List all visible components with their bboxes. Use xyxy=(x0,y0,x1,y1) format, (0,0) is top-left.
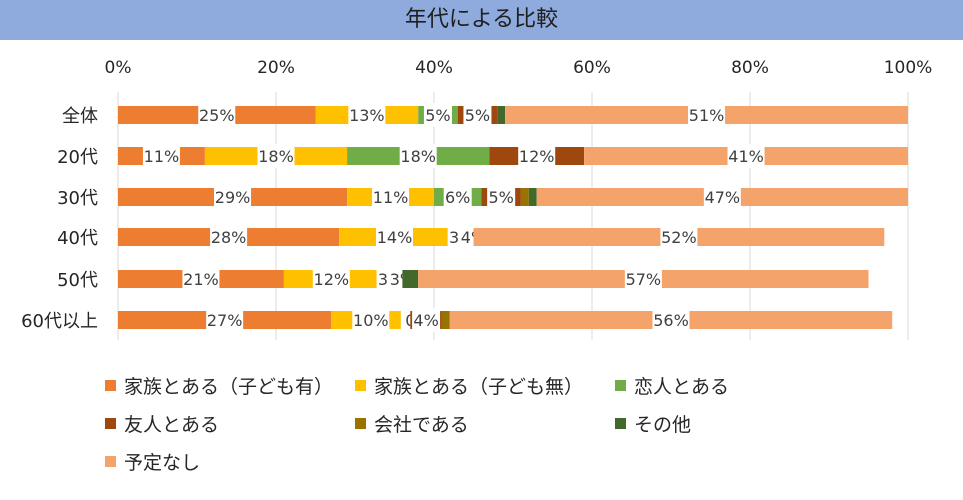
data-label: 18% xyxy=(258,147,294,166)
legend-label: 会社である xyxy=(374,414,469,436)
category-label: 全体 xyxy=(62,106,98,127)
legend-label: 家族とある（子ども有） xyxy=(124,376,334,398)
data-label-background xyxy=(518,144,556,168)
category-label: 60代以上 xyxy=(21,311,98,332)
data-label: 11% xyxy=(373,188,409,207)
legend-swatch xyxy=(105,380,116,391)
data-label: 5% xyxy=(488,188,513,207)
data-label-background xyxy=(352,308,390,332)
bar-segment xyxy=(497,106,506,124)
plot-area: 0% 20% 40% 60% 80% 100% 全体 20代 30代 40代 50代 60代以上 25%… xyxy=(21,58,933,340)
legend-item: 家族とある（子ども有） xyxy=(105,372,333,399)
legend-swatch xyxy=(615,418,626,429)
data-label: 11% xyxy=(144,147,180,166)
legend-swatch xyxy=(615,380,626,391)
legend-item: 恋人とある xyxy=(615,372,729,399)
legend-swatch xyxy=(355,418,366,429)
data-label-background xyxy=(463,103,492,127)
legend-item: 予定なし xyxy=(105,448,200,475)
legend-item: その他 xyxy=(615,410,691,437)
data-label: 18% xyxy=(400,147,436,166)
data-label: 25% xyxy=(199,106,235,125)
data-label: 29% xyxy=(215,188,251,207)
legend-swatch xyxy=(355,380,366,391)
x-tick-label: 20% xyxy=(257,58,295,78)
data-label-background xyxy=(198,103,236,127)
data-label-background xyxy=(652,308,690,332)
data-label: 28% xyxy=(211,228,247,247)
data-label-background xyxy=(412,308,441,332)
legend-item: 家族とある（子ども無） xyxy=(355,372,583,399)
data-label: 12% xyxy=(519,147,555,166)
data-label: 14% xyxy=(377,228,413,247)
data-label: 4% xyxy=(413,311,438,330)
data-label-background xyxy=(142,144,180,168)
data-label: 10% xyxy=(353,311,389,330)
bar-segment xyxy=(402,270,419,288)
data-label-background xyxy=(182,267,220,291)
data-label: 12% xyxy=(314,270,350,289)
data-label-background xyxy=(660,225,698,249)
x-tick-label: 40% xyxy=(415,58,453,78)
data-label-background xyxy=(443,185,472,209)
bar-segment xyxy=(528,188,537,206)
legend: 家族とある（子ども有） 家族とある（子ども無） 恋人とある友人とある 会社である その他… xyxy=(105,372,905,482)
category-label: 40代 xyxy=(57,228,98,249)
data-label-background xyxy=(214,185,252,209)
x-tick-label: 60% xyxy=(573,58,611,78)
data-label: 6% xyxy=(445,188,470,207)
data-label-background xyxy=(348,103,386,127)
data-label: 52% xyxy=(661,228,697,247)
chart-title: 年代による比較 xyxy=(0,0,963,40)
data-label: 13% xyxy=(349,106,385,125)
data-label: 57% xyxy=(626,270,662,289)
data-label-background xyxy=(376,225,413,249)
data-label-background xyxy=(210,225,248,249)
bar-segment xyxy=(441,311,450,329)
legend-label: 友人とある xyxy=(124,414,220,436)
x-tick-label: 0% xyxy=(105,58,132,78)
category-label: 20代 xyxy=(57,147,98,168)
legend-label: 家族とある（子ども無） xyxy=(374,376,584,398)
category-label: 50代 xyxy=(57,270,98,291)
data-label-background xyxy=(206,308,244,332)
legend-label: 予定なし xyxy=(124,452,201,474)
data-label-background xyxy=(727,144,765,168)
data-label-background xyxy=(487,185,516,209)
data-label-background xyxy=(257,144,295,168)
data-label-background xyxy=(423,103,452,127)
data-label: 21% xyxy=(183,270,219,289)
bar-segment xyxy=(520,188,529,206)
data-label-background xyxy=(399,144,437,168)
x-tick-label: 100% xyxy=(884,58,933,78)
legend-label: 恋人とある xyxy=(634,376,730,398)
data-label: 27% xyxy=(207,311,243,330)
data-label-background xyxy=(624,267,662,291)
data-label: 56% xyxy=(653,311,689,330)
data-label: 47% xyxy=(705,188,741,207)
data-label: 51% xyxy=(689,106,725,125)
legend-swatch xyxy=(105,418,116,429)
legend-label: その他 xyxy=(634,414,692,436)
legend-item: 友人とある xyxy=(105,410,219,437)
data-label-background xyxy=(688,103,726,127)
data-label-background xyxy=(312,267,350,291)
data-label-background xyxy=(372,185,410,209)
legend-item: 会社である xyxy=(355,410,469,437)
data-label: 5% xyxy=(425,106,450,125)
x-tick-label: 80% xyxy=(731,58,769,78)
category-label: 30代 xyxy=(57,188,98,209)
data-label: 41% xyxy=(728,147,764,166)
legend-swatch xyxy=(105,456,116,467)
data-label-background xyxy=(703,185,741,209)
data-label: 5% xyxy=(465,106,490,125)
